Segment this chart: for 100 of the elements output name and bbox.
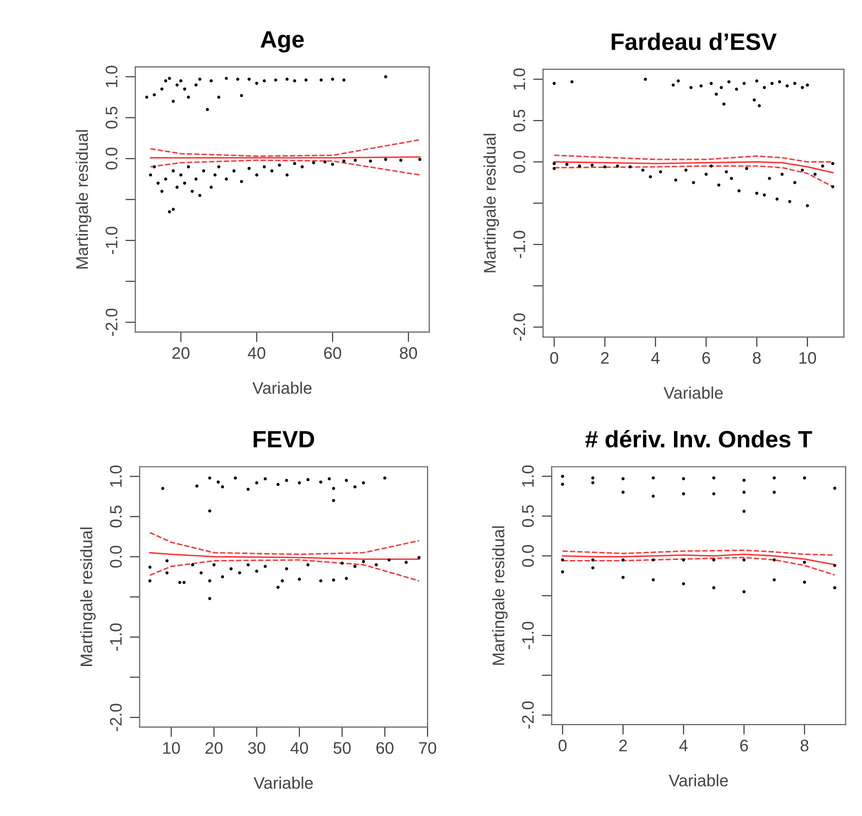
y-tick-label: 0.5 bbox=[110, 506, 122, 528]
point bbox=[220, 485, 224, 488]
point bbox=[755, 79, 758, 82]
point bbox=[246, 488, 250, 491]
x-tick-label: 8 bbox=[752, 352, 761, 364]
point bbox=[714, 92, 718, 96]
point bbox=[768, 176, 771, 180]
point bbox=[786, 84, 789, 88]
point bbox=[742, 478, 746, 482]
point bbox=[238, 571, 242, 574]
point bbox=[800, 86, 804, 90]
x-tick-label: 20 bbox=[172, 347, 190, 359]
y-axis-title: Martingale residual bbox=[76, 130, 92, 269]
point bbox=[674, 178, 678, 182]
point bbox=[755, 192, 758, 195]
point bbox=[255, 570, 258, 573]
point bbox=[306, 478, 310, 482]
x-tick-label: 6 bbox=[702, 352, 710, 364]
line-series bbox=[554, 165, 834, 188]
point bbox=[246, 563, 250, 566]
point bbox=[319, 480, 322, 484]
point bbox=[772, 558, 776, 562]
x-tick-label: 2 bbox=[601, 352, 609, 364]
x-tick-label: 4 bbox=[679, 740, 688, 752]
y-axis-title: Martingale residual bbox=[80, 528, 96, 666]
point bbox=[684, 168, 688, 172]
point bbox=[682, 492, 686, 496]
point bbox=[417, 556, 421, 560]
point bbox=[362, 481, 366, 484]
point bbox=[280, 579, 284, 582]
point bbox=[264, 564, 267, 568]
point bbox=[775, 198, 779, 201]
point bbox=[255, 481, 258, 484]
y-axis-title: Martingale residual bbox=[492, 526, 508, 665]
point bbox=[552, 82, 556, 85]
point bbox=[742, 490, 746, 494]
x-tick-label: 4 bbox=[651, 352, 660, 364]
line-series bbox=[150, 139, 420, 157]
point bbox=[648, 175, 652, 178]
y-tick-label: 0.5 bbox=[522, 505, 534, 528]
point bbox=[362, 560, 366, 564]
x-tick-label: 6 bbox=[740, 740, 748, 752]
point bbox=[621, 576, 625, 579]
point bbox=[710, 164, 713, 168]
point bbox=[230, 567, 233, 570]
x-axis-title: Variable bbox=[254, 776, 313, 789]
point bbox=[216, 480, 220, 484]
x-tick-label: 8 bbox=[800, 740, 808, 752]
point bbox=[772, 490, 776, 494]
point bbox=[727, 80, 730, 84]
x-tick-label: 30 bbox=[248, 742, 266, 754]
point bbox=[778, 80, 782, 84]
x-tick-label: 0 bbox=[558, 740, 567, 752]
point bbox=[738, 189, 741, 192]
y-tick-label: -2.0 bbox=[522, 701, 534, 729]
point bbox=[298, 481, 301, 484]
x-tick-label: 60 bbox=[376, 742, 394, 754]
point bbox=[552, 166, 556, 170]
chart-title: Fardeau d’ESV bbox=[612, 32, 777, 50]
x-tick-label: 20 bbox=[206, 742, 223, 754]
point bbox=[682, 477, 686, 480]
point bbox=[742, 558, 746, 562]
point bbox=[591, 476, 594, 480]
point bbox=[332, 578, 336, 582]
point bbox=[616, 164, 620, 168]
point bbox=[621, 558, 625, 562]
point bbox=[578, 164, 582, 168]
y-tick-label: -2.0 bbox=[106, 308, 118, 336]
point bbox=[621, 477, 625, 480]
point bbox=[165, 559, 169, 562]
point bbox=[644, 78, 647, 81]
point bbox=[591, 481, 594, 484]
point bbox=[676, 79, 680, 82]
point bbox=[802, 476, 806, 480]
point bbox=[712, 558, 716, 562]
point bbox=[788, 200, 792, 204]
x-tick-label: 2 bbox=[619, 740, 627, 752]
point bbox=[831, 162, 834, 166]
point bbox=[689, 86, 692, 90]
point bbox=[704, 172, 708, 176]
point bbox=[833, 486, 836, 490]
x-tick-label: 0 bbox=[550, 352, 558, 364]
point bbox=[591, 558, 594, 562]
point bbox=[404, 560, 408, 564]
point bbox=[328, 477, 331, 480]
point bbox=[742, 590, 746, 594]
point bbox=[802, 560, 806, 564]
x-axis-title: Variable bbox=[664, 386, 723, 399]
point bbox=[659, 170, 662, 174]
point bbox=[388, 558, 391, 562]
y-tick-label: 0.0 bbox=[110, 546, 122, 568]
point bbox=[161, 486, 164, 490]
line-series bbox=[562, 556, 836, 576]
point bbox=[742, 510, 746, 513]
point bbox=[720, 86, 723, 90]
point bbox=[652, 558, 655, 562]
point bbox=[561, 482, 564, 486]
y-tick-label: 0.0 bbox=[522, 544, 534, 567]
point bbox=[276, 482, 280, 486]
point bbox=[603, 165, 606, 168]
